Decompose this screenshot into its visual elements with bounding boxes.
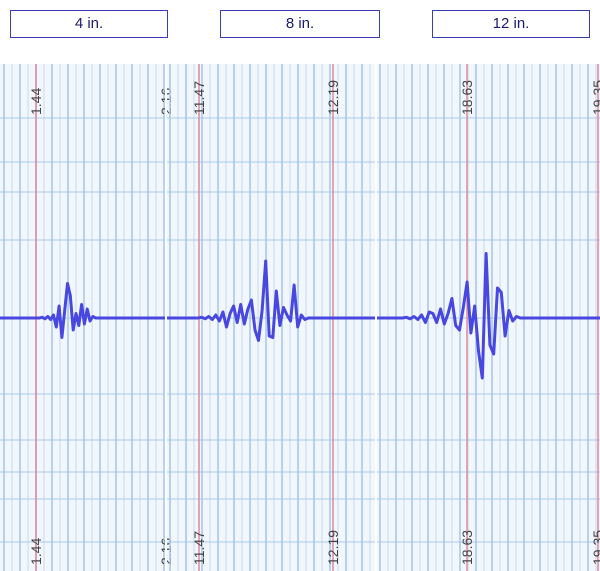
time-label-top: 12.19	[325, 80, 341, 115]
trace-panel: 11.47 11.47 12.19 12.19	[166, 64, 376, 571]
depth-8in-button[interactable]: 8 in.	[220, 10, 380, 38]
time-label-bottom: 11.47	[191, 531, 207, 565]
signal-trace	[0, 282, 166, 339]
signal-trace	[166, 259, 376, 342]
time-label-top: 19.35	[590, 80, 600, 115]
signal-trace	[376, 252, 600, 380]
time-label-top: 11.47	[191, 81, 207, 115]
waveform-panels: 1.441.442.162.1611.4711.4712.1912.1918.6…	[0, 64, 600, 571]
time-label-bottom: 18.63	[459, 530, 475, 565]
time-label-top: 1.44	[28, 88, 44, 115]
time-label-bottom: 12.19	[325, 530, 341, 565]
depth-12in-button[interactable]: 12 in.	[432, 10, 590, 38]
trace-panel: 18.63 18.63 19.35 19.35	[376, 64, 600, 571]
time-label-bottom: 19.35	[590, 530, 600, 565]
time-label-top: 18.63	[459, 80, 475, 115]
time-label-bottom: 1.44	[28, 538, 44, 565]
depth-4in-button[interactable]: 4 in.	[10, 10, 168, 38]
